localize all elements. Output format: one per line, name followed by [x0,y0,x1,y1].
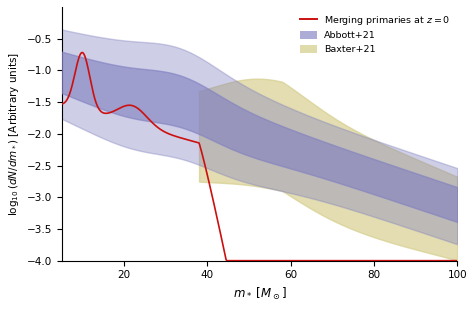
Y-axis label: $\log_{10}(dN/dm_*)\ [\mathrm{Arbitrary\ units}]$: $\log_{10}(dN/dm_*)\ [\mathrm{Arbitrary\… [7,52,21,216]
Legend: Merging primaries at $z=0$, Abbott+21, Baxter+21: Merging primaries at $z=0$, Abbott+21, B… [296,10,455,58]
X-axis label: $m_*\ [M_\odot]$: $m_*\ [M_\odot]$ [233,286,286,302]
